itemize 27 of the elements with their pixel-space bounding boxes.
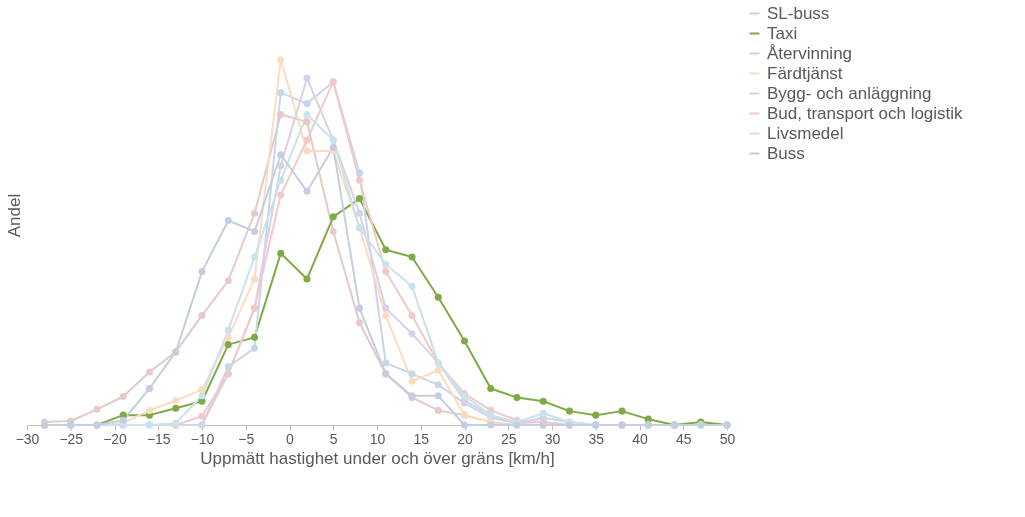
x-tick-label: −20 — [103, 430, 128, 447]
legend-label: Livsmedel — [767, 123, 844, 143]
x-tick-label: −5 — [238, 430, 255, 447]
x-tick-label: −10 — [190, 430, 215, 447]
legend-label: Buss — [767, 143, 805, 163]
x-tick-label: 15 — [413, 430, 430, 447]
x-axis-title: Uppmätt hastighet under och över gräns [km/h] — [200, 448, 555, 468]
legend-label: Återvinning — [767, 43, 853, 63]
x-tick-label: 25 — [500, 430, 517, 447]
x-tick-label: 10 — [369, 430, 386, 447]
x-tick-label: −15 — [146, 430, 171, 447]
x-tick-label: −30 — [15, 430, 40, 447]
x-tick-label: −25 — [59, 430, 84, 447]
x-tick-label: 35 — [588, 430, 605, 447]
legend-label: Taxi — [767, 23, 798, 43]
y-axis-title: Andel — [4, 193, 24, 238]
x-tick-label: 5 — [329, 430, 338, 447]
legend-label: Bygg- och anläggning — [767, 83, 932, 103]
legend-label: SL-buss — [767, 3, 830, 23]
legend-label: Bud, transport och logistik — [767, 103, 964, 123]
x-tick-label: 40 — [632, 430, 648, 447]
x-tick-label: 30 — [544, 430, 561, 447]
x-tick-label: 50 — [719, 430, 736, 447]
x-tick-label: 45 — [675, 430, 692, 447]
legend-label: Färdtjänst — [767, 63, 843, 83]
x-tick-label: 20 — [457, 430, 473, 447]
x-tick-label: 0 — [286, 430, 295, 447]
